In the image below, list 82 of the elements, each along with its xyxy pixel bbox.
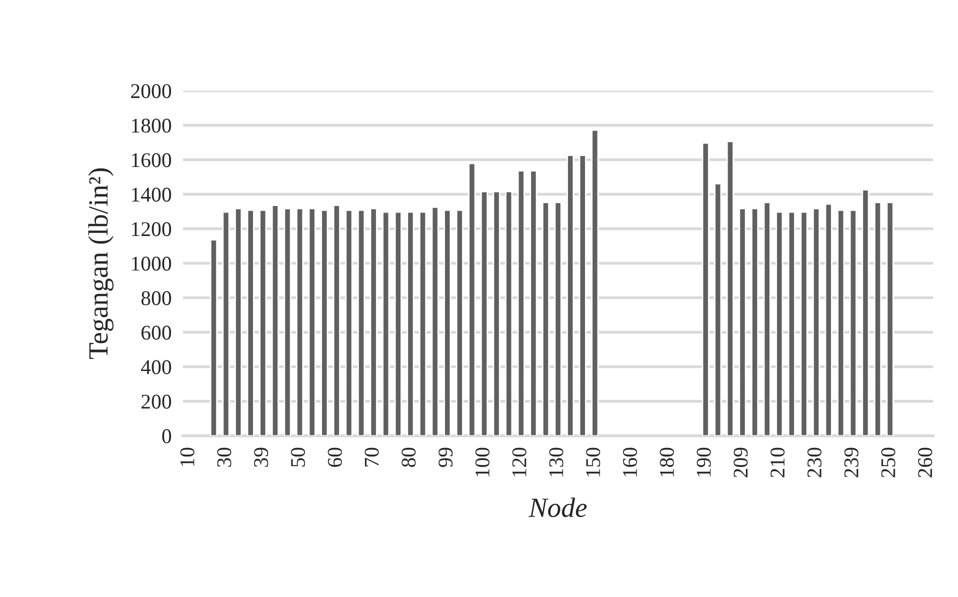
y-axis-title: Tegangan (lb/in²) [88, 168, 114, 359]
x-tick-label: 239 [844, 448, 858, 478]
bar [554, 202, 562, 436]
bar [271, 204, 279, 436]
bar [210, 239, 218, 436]
y-tick-label: 1800 [132, 118, 172, 133]
bar [431, 206, 439, 436]
bar [419, 211, 427, 436]
bar [591, 129, 599, 436]
x-tick-label: 30 [217, 448, 232, 467]
y-tick-label: 600 [142, 326, 172, 340]
bar [246, 209, 254, 436]
bar [468, 162, 476, 436]
y-tick-label: 2000 [131, 84, 172, 98]
bar [259, 209, 267, 436]
bar [566, 154, 574, 436]
x-tick-label: 250 [881, 448, 896, 478]
bar [874, 202, 882, 436]
x-axis-title: Node [528, 498, 587, 518]
bar [480, 190, 488, 436]
x-tick-label: 70 [364, 448, 379, 466]
bar [578, 154, 586, 436]
bar [320, 209, 328, 436]
x-tick-label: 99 [438, 448, 453, 468]
x-tick-label: 180 [660, 448, 674, 476]
y-tick-label: 1600 [132, 153, 172, 168]
x-tick-label: 80 [402, 448, 416, 467]
bar [837, 209, 845, 436]
x-tick-label: 210 [770, 448, 785, 478]
bar [776, 211, 784, 436]
x-tick-label: 209 [734, 448, 748, 478]
x-tick-label: 10 [180, 448, 194, 466]
bar [444, 209, 452, 436]
bar [345, 209, 353, 436]
x-tick-label: 39 [254, 448, 268, 467]
bar [370, 208, 378, 436]
bar [849, 209, 857, 436]
bar [492, 190, 500, 436]
y-tick-label: 400 [141, 360, 172, 374]
bar [332, 204, 340, 436]
bar [456, 209, 464, 436]
bar [308, 208, 316, 436]
bar [824, 203, 832, 436]
x-tick-label: 100 [475, 448, 490, 476]
bar [763, 202, 771, 436]
bar [812, 208, 820, 436]
bar [284, 208, 292, 436]
y-tick-label: 1400 [132, 188, 172, 202]
x-tick-label: 150 [586, 448, 600, 476]
x-tick-label: 120 [512, 448, 526, 476]
x-tick-label: 60 [328, 448, 342, 467]
bar [862, 189, 870, 436]
bar [726, 140, 734, 436]
bar [530, 170, 538, 436]
bar [394, 211, 402, 436]
y-tick-label: 200 [142, 394, 172, 409]
x-tick-label: 230 [807, 448, 822, 478]
x-tick-label: 50 [290, 448, 306, 467]
bar [406, 211, 414, 436]
bar [505, 190, 513, 436]
bar [714, 183, 722, 436]
bar [702, 142, 710, 436]
bar [358, 209, 366, 436]
x-tick-label: 160 [622, 448, 638, 476]
x-tick-label: 130 [549, 448, 564, 476]
x-tick-label: 260 [918, 448, 932, 478]
bar [800, 211, 808, 436]
y-tick-label: 1200 [132, 222, 172, 236]
bar [542, 202, 550, 436]
y-tick-label: 800 [141, 291, 172, 306]
bar [222, 211, 230, 436]
y-tick-label: 0 [162, 429, 172, 444]
y-tick-label: 1000 [132, 256, 172, 271]
bar [886, 202, 894, 436]
bar [751, 208, 759, 436]
bar [234, 208, 242, 436]
bar [382, 211, 390, 436]
bar [517, 170, 525, 436]
bar [296, 208, 304, 436]
bar [738, 208, 746, 436]
x-tick-label: 190 [696, 448, 711, 476]
bar [788, 211, 796, 436]
